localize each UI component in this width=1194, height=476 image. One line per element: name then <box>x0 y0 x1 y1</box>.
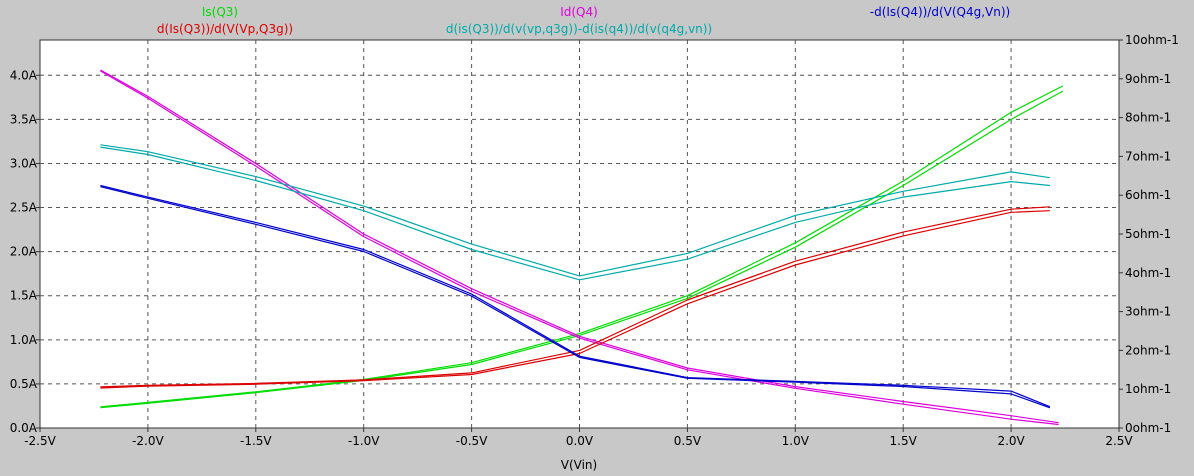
series-layer <box>100 69 1064 426</box>
y-right-tick-label: 6ohm-1 <box>1125 188 1171 202</box>
y-left-tick-label: 3.0A <box>10 156 38 170</box>
series-3 <box>100 144 1050 281</box>
y-right-tick-label: 8ohm-1 <box>1125 111 1171 125</box>
series-4 <box>100 184 1051 409</box>
series-line <box>100 85 1064 408</box>
x-tick-label: 2.5V <box>1105 434 1133 448</box>
series-line <box>100 210 1050 389</box>
series-line <box>100 90 1064 409</box>
y-left-tick-label: 3.5A <box>10 112 38 126</box>
y-right-tick-label: 4ohm-1 <box>1125 266 1171 280</box>
series-0 <box>100 85 1064 409</box>
x-tick-label: -2.5V <box>24 434 56 448</box>
legend-diff-deriv: d(is(Q3))/d(v(vp,q3g))-d(is(q4))/d(v(q4g… <box>446 22 712 36</box>
y-left-tick-label: 4.0A <box>10 68 38 82</box>
series-line <box>100 144 1050 277</box>
legend-neg-d-is-q4: -d(Is(Q4))/d(V(Q4g,Vn)) <box>870 5 1010 19</box>
y-right-tick-label: 3ohm-1 <box>1125 305 1171 319</box>
x-tick-label: -0.5V <box>456 434 488 448</box>
x-tick-label: 0.0V <box>566 434 594 448</box>
x-tick-label: 0.5V <box>674 434 702 448</box>
y-right-tick-label: 5ohm-1 <box>1125 227 1171 241</box>
x-tick-label: -2.0V <box>132 434 164 448</box>
y-left-tick-label: 2.5A <box>10 201 38 215</box>
y-left-tick-label: 0.5A <box>10 377 38 391</box>
series-line <box>100 184 1051 408</box>
y-left-tick-label: 1.5A <box>10 289 38 303</box>
y-right-tick-label: 7ohm-1 <box>1125 149 1171 163</box>
series-line <box>100 206 1050 388</box>
x-tick-label: 2.0V <box>997 434 1025 448</box>
series-1 <box>100 69 1059 426</box>
legend-d-is-q3: d(Is(Q3))/d(V(Vp,Q3g)) <box>157 22 293 36</box>
series-line <box>100 186 1051 409</box>
y-left-tick-label: 2.0A <box>10 245 38 259</box>
x-axis-label: V(Vin) <box>561 458 597 472</box>
y-left-tick-label: 0.0A <box>10 421 38 435</box>
series-line <box>100 69 1059 424</box>
axes: -2.5V -2.0V -1.5V -1.0V -0.5V 0.0V 0.5V 1.0V 1.5… <box>10 33 1179 448</box>
y-left-tick-label: 1.0A <box>10 333 38 347</box>
y-right-tick-label: 0ohm-1 <box>1125 421 1171 435</box>
legend: Is(Q3) Id(Q4) d(Is(Q3))/d(V(Vp,Q3g)) d(i… <box>157 5 1010 36</box>
series-2 <box>100 206 1050 389</box>
series-line <box>100 70 1059 426</box>
x-tick-label: 1.0V <box>782 434 810 448</box>
legend-id-q4: Id(Q4) <box>560 5 598 19</box>
y-right-tick-label: 9ohm-1 <box>1125 72 1171 86</box>
y-right-tick-label: 10ohm-1 <box>1125 33 1179 47</box>
legend-is-q3: Is(Q3) <box>202 5 238 19</box>
y-right-tick-label: 1ohm-1 <box>1125 382 1171 396</box>
x-tick-label: -1.0V <box>348 434 380 448</box>
y-right-tick-label: 2ohm-1 <box>1125 343 1171 357</box>
x-tick-label: 1.5V <box>890 434 918 448</box>
x-tick-label: -1.5V <box>240 434 272 448</box>
series-line <box>100 146 1050 281</box>
